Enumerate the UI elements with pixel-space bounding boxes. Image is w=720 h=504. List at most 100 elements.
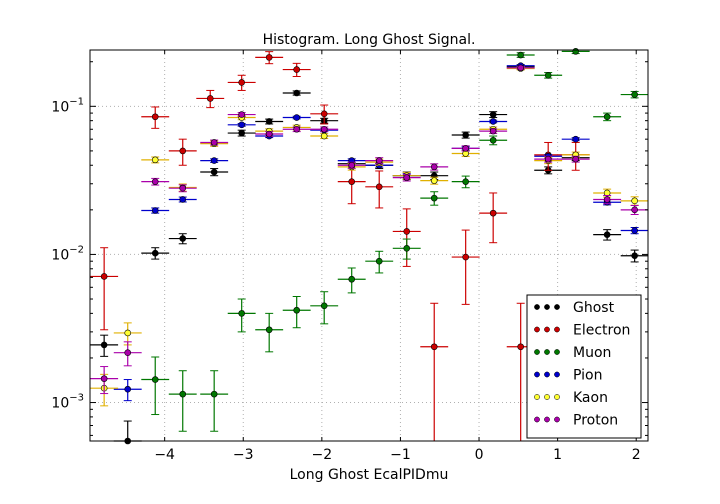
- data-point: [561, 48, 590, 55]
- data-point: [479, 118, 508, 125]
- y-tick-label: 10−3: [51, 393, 84, 412]
- data-point: [451, 131, 480, 139]
- data-point: [365, 170, 394, 209]
- marker: [124, 329, 132, 337]
- data-point: [479, 135, 508, 146]
- x-tick-label: −4: [154, 447, 175, 463]
- marker: [430, 163, 438, 171]
- marker: [151, 207, 159, 214]
- data-point: [168, 233, 197, 245]
- marker: [462, 131, 469, 139]
- marker: [151, 178, 159, 185]
- data-point: [310, 104, 339, 125]
- series-muon: [141, 48, 648, 432]
- legend-marker: [534, 371, 540, 378]
- data-point: [90, 366, 119, 395]
- x-tick-label: −1: [390, 447, 411, 463]
- marker: [320, 125, 328, 133]
- legend-entry: Ghost: [534, 300, 615, 316]
- legend-marker: [534, 349, 540, 355]
- marker: [517, 343, 524, 351]
- marker: [631, 91, 638, 98]
- y-tick-exponent: −3: [69, 393, 84, 404]
- data-point: [420, 163, 449, 171]
- marker: [293, 306, 300, 314]
- legend-label: Kaon: [573, 390, 608, 406]
- marker: [210, 390, 218, 398]
- marker: [375, 257, 383, 265]
- marker: [403, 228, 411, 235]
- marker: [544, 71, 552, 79]
- legend-marker: [544, 416, 550, 423]
- marker: [572, 155, 579, 163]
- marker: [124, 349, 132, 357]
- data-point: [282, 89, 311, 97]
- marker: [238, 79, 245, 86]
- marker: [293, 114, 300, 121]
- data-point: [282, 295, 311, 329]
- marker: [320, 132, 328, 140]
- marker: [403, 174, 411, 181]
- marker: [631, 227, 638, 234]
- marker: [293, 89, 300, 97]
- data-point: [141, 356, 170, 416]
- data-point: [310, 125, 339, 133]
- marker: [462, 253, 469, 261]
- legend-marker: [534, 304, 540, 310]
- data-point: [168, 196, 197, 203]
- x-tick-label: 0: [475, 447, 484, 463]
- data-point: [141, 156, 170, 164]
- marker: [572, 135, 579, 143]
- marker: [238, 121, 245, 129]
- data-point: [200, 139, 229, 146]
- y-tick-label: 10−1: [51, 96, 84, 115]
- legend: Ghost Electron Muon Pion Kaon Proton: [526, 294, 642, 439]
- marker: [265, 130, 273, 138]
- data-point: [337, 267, 366, 294]
- data-point: [479, 127, 508, 135]
- marker: [265, 54, 273, 61]
- y-tick-base: 10: [51, 396, 69, 412]
- marker: [293, 66, 300, 73]
- marker: [179, 390, 187, 398]
- data-point: [168, 184, 197, 193]
- data-point: [420, 176, 449, 185]
- data-point: [620, 249, 648, 263]
- data-point: [506, 64, 535, 72]
- data-point: [255, 118, 284, 125]
- legend-marker: [544, 326, 550, 333]
- marker: [348, 161, 356, 169]
- marker: [151, 376, 159, 383]
- marker: [517, 64, 524, 72]
- x-tick-label: 2: [632, 447, 641, 463]
- marker: [100, 273, 108, 280]
- marker: [293, 125, 300, 133]
- data-point: [196, 89, 225, 109]
- marker: [603, 196, 611, 203]
- data-point: [227, 121, 256, 129]
- data-point: [561, 155, 590, 163]
- x-tick-label: −2: [312, 447, 333, 463]
- data-point: [90, 247, 119, 331]
- data-point: [479, 111, 508, 119]
- marker: [403, 244, 411, 252]
- legend-box: [526, 294, 642, 439]
- axis-ticks: −4 −3 −2 −1 0 1 210−310−210−1: [51, 50, 648, 463]
- data-point: [168, 138, 197, 166]
- marker: [151, 156, 159, 164]
- data-point: [506, 51, 535, 59]
- data-point: [392, 173, 421, 182]
- x-tick-label: −3: [233, 447, 254, 463]
- y-tick-base: 10: [51, 247, 69, 263]
- marker: [544, 155, 552, 163]
- marker: [238, 129, 245, 137]
- data-point: [420, 302, 449, 442]
- legend-marker: [544, 394, 550, 400]
- marker: [206, 95, 214, 102]
- legend-entry: Electron: [534, 323, 630, 339]
- data-point: [168, 370, 197, 432]
- marker: [375, 183, 383, 191]
- data-point: [620, 196, 648, 206]
- data-point: [451, 145, 480, 152]
